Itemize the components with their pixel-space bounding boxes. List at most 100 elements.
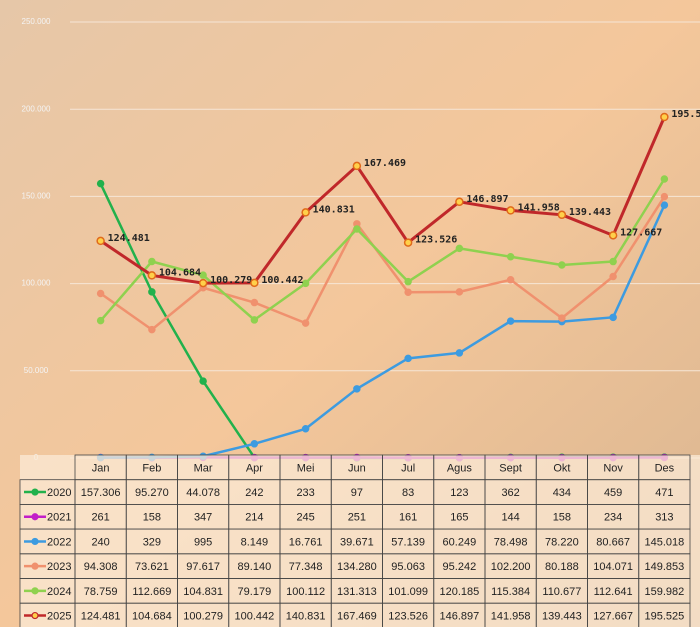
table-value: 78.498 — [494, 536, 528, 548]
data-label: 195.525 — [671, 109, 700, 120]
table-value: 144 — [501, 512, 519, 524]
marker — [610, 259, 616, 265]
table-value: 123.526 — [388, 610, 428, 622]
table-value: 347 — [194, 512, 212, 524]
marker — [610, 274, 616, 280]
legend-label: 2024 — [47, 586, 71, 598]
y-tick-label: 250.000 — [22, 17, 51, 26]
y-tick-label: 150.000 — [22, 192, 51, 201]
table-value: 313 — [655, 512, 673, 524]
table-value: 159.982 — [644, 586, 684, 598]
table-value: 261 — [91, 512, 109, 524]
marker — [405, 355, 411, 361]
x-tick-label: Apr — [246, 462, 263, 474]
marker — [149, 327, 155, 333]
y-tick-label: 50.000 — [24, 366, 49, 375]
table-value: 78.759 — [84, 586, 118, 598]
data-table: JanFebMarAprMeiJunJulAgusSeptOktNovDes20… — [20, 455, 700, 627]
legend-key-marker — [32, 588, 38, 594]
legend-label: 2020 — [47, 487, 71, 499]
table-value: 157.306 — [81, 487, 121, 499]
table-value: 101.099 — [388, 586, 428, 598]
marker — [405, 239, 412, 246]
marker — [661, 202, 667, 208]
table-value: 240 — [91, 536, 109, 548]
legend-key-marker — [32, 563, 38, 569]
chart: 050.000100.000150.000200.000250.000 124.… — [0, 0, 700, 627]
table-value: 16.761 — [289, 536, 323, 548]
marker — [558, 211, 565, 218]
x-tick-label: Agus — [447, 462, 473, 474]
table-value: 39.671 — [340, 536, 374, 548]
marker — [251, 441, 257, 447]
marker — [200, 280, 207, 287]
marker — [303, 320, 309, 326]
table-value: 329 — [143, 536, 161, 548]
marker — [251, 279, 258, 286]
x-tick-label: Feb — [142, 462, 161, 474]
data-label: 127.667 — [620, 227, 662, 238]
marker — [98, 291, 104, 297]
table-value: 89.140 — [238, 561, 272, 573]
marker — [303, 426, 309, 432]
table-value: 97.617 — [186, 561, 220, 573]
data-label: 139.443 — [569, 207, 611, 218]
table-value: 97 — [351, 487, 363, 499]
x-tick-label: Jul — [401, 462, 415, 474]
table-value: 245 — [296, 512, 314, 524]
x-tick-label: Jan — [92, 462, 110, 474]
table-value: 100.442 — [234, 610, 274, 622]
table-value: 234 — [604, 512, 622, 524]
table-value: 95.063 — [391, 561, 425, 573]
marker — [661, 114, 668, 121]
marker — [456, 198, 463, 205]
table-value: 110.677 — [542, 586, 581, 598]
x-tick-label: Mar — [194, 462, 213, 474]
data-label: 167.469 — [364, 158, 406, 169]
table-value: 112.669 — [132, 586, 171, 598]
table-value: 102.200 — [491, 561, 531, 573]
data-label: 140.831 — [313, 204, 355, 215]
data-label: 100.279 — [210, 275, 252, 286]
table-value: 167.469 — [337, 610, 377, 622]
legend-label: 2021 — [47, 512, 71, 524]
x-tick-label: Okt — [553, 462, 570, 474]
marker — [559, 262, 565, 268]
table-value: 165 — [450, 512, 468, 524]
table-value: 77.348 — [289, 561, 323, 573]
table-value: 242 — [245, 487, 263, 499]
marker — [354, 226, 360, 232]
table-value: 131.313 — [337, 586, 377, 598]
legend-label: 2025 — [47, 610, 71, 622]
table-value: 120.185 — [439, 586, 479, 598]
table-value: 79.179 — [238, 586, 272, 598]
data-label: 141.958 — [518, 202, 560, 213]
marker — [610, 314, 616, 320]
marker — [508, 254, 514, 260]
table-value: 134.280 — [337, 561, 377, 573]
marker — [456, 289, 462, 295]
table-value: 124.481 — [81, 610, 121, 622]
table-value: 141.958 — [491, 610, 531, 622]
marker — [97, 237, 104, 244]
marker — [456, 350, 462, 356]
marker — [456, 245, 462, 251]
table-value: 233 — [296, 487, 314, 499]
table-value: 100.112 — [286, 586, 325, 598]
marker — [508, 277, 514, 283]
table-value: 158 — [143, 512, 161, 524]
data-label: 123.526 — [415, 235, 457, 246]
marker — [610, 232, 617, 239]
table-value: 127.667 — [593, 610, 633, 622]
marker — [507, 207, 514, 214]
marker — [302, 209, 309, 216]
table-value: 94.308 — [84, 561, 118, 573]
data-label: 104.684 — [159, 267, 201, 278]
table-value: 140.831 — [286, 610, 326, 622]
table-value: 95.270 — [135, 487, 169, 499]
y-tick-label: 100.000 — [22, 279, 51, 288]
table-value: 80.667 — [596, 536, 630, 548]
table-value: 158 — [553, 512, 571, 524]
data-label: 124.481 — [108, 233, 150, 244]
table-value: 115.384 — [491, 586, 530, 598]
